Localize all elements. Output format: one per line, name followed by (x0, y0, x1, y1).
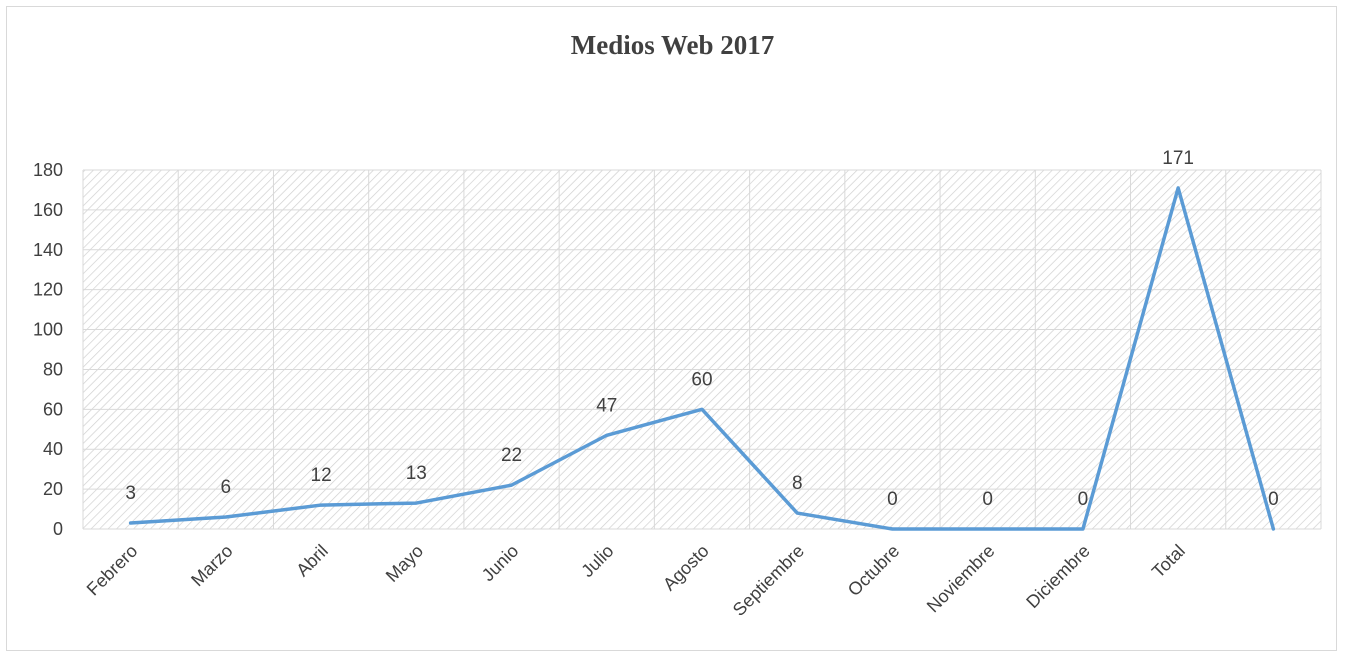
data-label: 47 (596, 395, 617, 416)
y-tick-label: 120 (33, 280, 63, 300)
chart-title: Medios Web 2017 (570, 30, 775, 60)
x-tick-label: Marzo (187, 541, 237, 591)
data-label: 6 (221, 477, 232, 498)
x-tick-label: Julio (577, 541, 617, 581)
data-labels: 3 6 12 13 22 47 60 8 0 0 0 171 0 (125, 148, 1278, 510)
y-tick-label: 100 (33, 320, 63, 340)
series-group (128, 186, 1276, 531)
y-tick-label: 40 (43, 439, 63, 459)
plot-area (83, 170, 1321, 529)
x-tick-label: Noviembre (923, 541, 999, 617)
y-tick-label: 0 (53, 519, 63, 539)
data-label: 0 (1078, 489, 1089, 510)
data-label: 3 (125, 483, 136, 504)
y-tick-label: 80 (43, 359, 63, 379)
data-label: 13 (406, 463, 427, 484)
data-label: 0 (982, 489, 993, 510)
y-tick-label: 180 (33, 160, 63, 180)
data-label: 0 (1268, 489, 1279, 510)
data-label: 60 (691, 369, 712, 390)
x-tick-label: Febrero (83, 541, 142, 600)
data-label: 0 (887, 489, 898, 510)
y-axis-ticks: 0 20 40 60 80 100 120 140 160 180 (33, 160, 63, 539)
y-tick-label: 20 (43, 479, 63, 499)
x-tick-label: Junio (478, 541, 523, 586)
x-tick-label: Abril (292, 541, 332, 581)
x-tick-label: Mayo (382, 541, 427, 586)
data-label: 22 (501, 445, 522, 466)
x-tick-label: Septiembre (729, 541, 808, 620)
y-tick-label: 140 (33, 240, 63, 260)
y-tick-label: 160 (33, 200, 63, 220)
data-label: 12 (311, 465, 332, 486)
x-tick-label: Total (1148, 541, 1189, 582)
x-tick-label: Diciembre (1022, 541, 1093, 612)
data-label: 8 (792, 473, 803, 494)
y-tick-label: 60 (43, 399, 63, 419)
data-label: 171 (1162, 148, 1194, 169)
x-axis-ticks: Febrero Marzo Abril Mayo Junio Julio Agosto Sep… (83, 541, 1189, 620)
x-tick-label: Agosto (659, 541, 713, 595)
x-tick-label: Octubre (844, 541, 903, 600)
